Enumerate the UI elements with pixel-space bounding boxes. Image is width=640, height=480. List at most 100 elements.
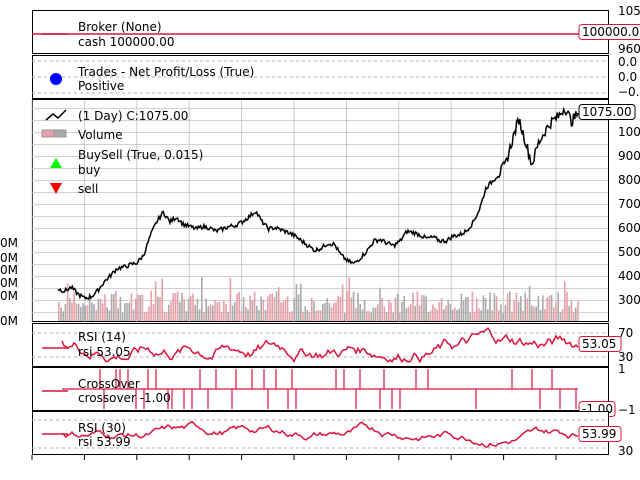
volume-bar xyxy=(245,306,247,321)
volume-bar xyxy=(223,300,225,321)
rsi30-value-text: 53.99 xyxy=(582,427,616,441)
volume-bar xyxy=(522,310,524,321)
volume-bar xyxy=(282,301,284,321)
volume-bar xyxy=(443,309,445,321)
volume-bar xyxy=(234,302,236,321)
trades-legend-title: Trades - Net Profit/Loss (True) xyxy=(77,65,254,79)
volume-bar xyxy=(509,291,511,321)
rsi30-value-box xyxy=(578,426,622,442)
volume-bar xyxy=(357,293,359,321)
volume-bar xyxy=(425,296,427,321)
volume-bar xyxy=(399,312,401,321)
price-legend-title: (1 Day) C:1075.00 xyxy=(78,109,188,123)
volume-bar xyxy=(438,302,441,321)
volume-bar xyxy=(106,307,108,321)
volume-bar xyxy=(429,310,432,321)
volume-bar xyxy=(311,298,313,321)
volume-bar xyxy=(489,292,491,321)
volume-bar xyxy=(71,302,73,321)
volume-bar xyxy=(124,303,126,321)
crossover-y-tick: −1 xyxy=(618,403,636,417)
volume-bar xyxy=(418,305,421,321)
volume-bar xyxy=(520,296,522,321)
volume-bar xyxy=(449,304,452,321)
volume-bar xyxy=(412,292,414,321)
price-close-line xyxy=(57,106,579,300)
volume-bar xyxy=(352,291,355,321)
price-y-tick: 300 xyxy=(618,293,640,307)
broker-panel: Broker (None) cash 100000.00 100000.0 10… xyxy=(32,4,640,56)
volume-bar xyxy=(66,283,69,321)
broker-legend-value: cash 100000.00 xyxy=(78,35,175,49)
trades-y-tick: 0.0 xyxy=(618,55,637,69)
volume-bar xyxy=(535,306,537,321)
volume-bar xyxy=(209,304,212,321)
volume-bar xyxy=(388,299,390,321)
volume-bar xyxy=(179,302,181,321)
volume-bar xyxy=(159,297,161,321)
volume-bar xyxy=(575,307,577,321)
volume-bar xyxy=(561,309,564,321)
volume-bar xyxy=(258,310,260,321)
buy-marker-icon xyxy=(50,158,62,168)
price-legend: (1 Day) C:1075.00 Volume BuySell (True, … xyxy=(41,109,203,196)
broker-value-text: 100000.0 xyxy=(582,25,639,39)
volume-bar xyxy=(93,304,95,321)
volume-bar xyxy=(377,304,379,321)
volume-bar xyxy=(271,293,273,321)
crossover-panel: CrossOver crossover -1.00 -1.00 1 −1 xyxy=(32,362,636,417)
rsi14-panel: RSI (14) rsi 53.05 53.05 70 30 xyxy=(32,323,633,367)
volume-bar xyxy=(176,291,179,321)
volume-bar xyxy=(319,310,322,321)
volume-bar xyxy=(484,298,487,321)
rsi14-legend-title: RSI (14) xyxy=(78,330,126,344)
volume-bar xyxy=(533,306,535,321)
volume-bar xyxy=(531,305,533,321)
price-y-tick: 600 xyxy=(618,221,640,235)
volume-bar xyxy=(577,301,579,321)
volume-bar xyxy=(572,311,575,321)
volume-bar xyxy=(368,311,370,321)
volume-bar xyxy=(330,307,333,321)
volume-bar xyxy=(181,292,183,321)
broker-y-tick: 960 xyxy=(618,42,640,56)
volume-bar xyxy=(170,301,172,321)
trades-legend-value: Positive xyxy=(78,79,124,93)
volume-bar xyxy=(198,309,201,321)
volume-bar xyxy=(161,278,163,321)
volume-bar xyxy=(150,290,152,321)
volume-bar xyxy=(469,312,471,321)
volume-bar xyxy=(421,295,423,321)
sell-marker-icon xyxy=(50,183,62,194)
volume-bar xyxy=(546,297,548,321)
volume-bar xyxy=(249,295,251,321)
volume-bar xyxy=(390,302,392,321)
volume-bar xyxy=(480,310,482,321)
volume-bar xyxy=(539,310,542,321)
volume-bar xyxy=(401,301,403,321)
volume-bar xyxy=(80,306,82,321)
volume-bar xyxy=(407,306,410,321)
volume-bar xyxy=(366,310,368,321)
volume-bar xyxy=(260,296,262,321)
volume-bar xyxy=(196,298,199,321)
volume-bar xyxy=(333,302,335,321)
volume-bar xyxy=(242,297,245,321)
volume-bar xyxy=(267,296,269,321)
volume-bar xyxy=(280,302,282,321)
volume-bar xyxy=(73,292,75,321)
volume-bar xyxy=(172,293,174,321)
rsi14-value-text: 53.05 xyxy=(582,337,616,351)
volume-bar xyxy=(454,307,456,321)
volume-bar xyxy=(163,311,166,321)
volume-bar xyxy=(528,286,531,321)
volume-bar xyxy=(297,294,300,321)
volume-bar xyxy=(146,311,148,321)
volume-bar xyxy=(119,296,122,321)
volume-bar xyxy=(317,309,320,321)
volume-y-tick: 0M xyxy=(0,251,18,265)
price-y-tick: 900 xyxy=(618,149,640,163)
volume-bar xyxy=(564,281,566,321)
trades-y-tick: −0. xyxy=(618,85,640,99)
